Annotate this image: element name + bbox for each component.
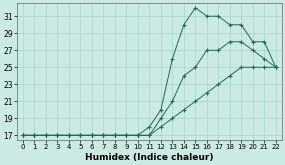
X-axis label: Humidex (Indice chaleur): Humidex (Indice chaleur)	[85, 152, 214, 162]
